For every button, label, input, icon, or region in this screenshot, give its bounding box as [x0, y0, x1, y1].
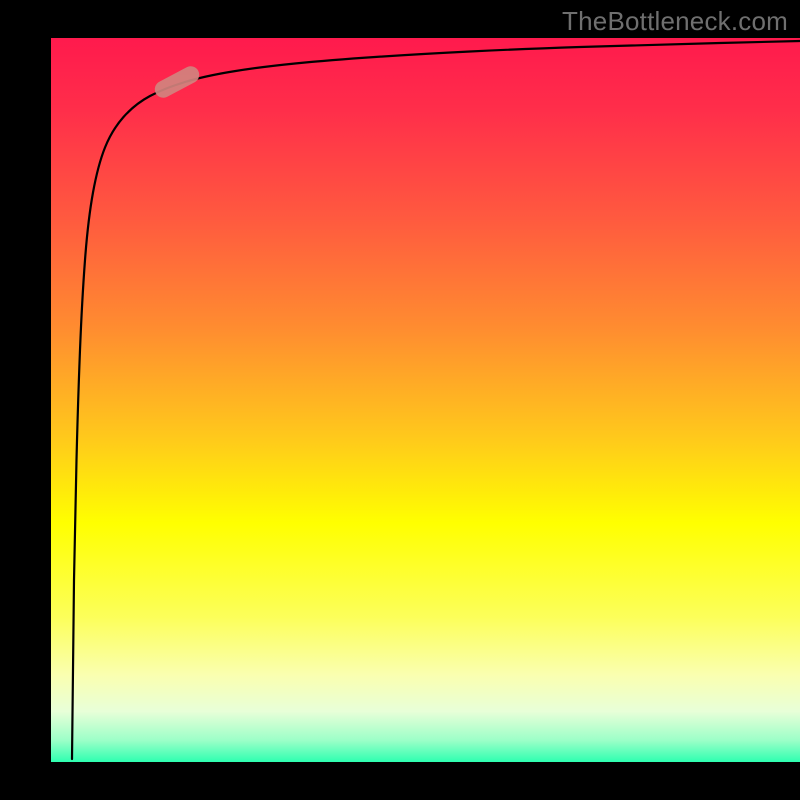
chart-canvas: TheBottleneck.com: [0, 0, 800, 800]
plot-gradient-area: [51, 38, 800, 762]
watermark-text: TheBottleneck.com: [562, 6, 788, 37]
plot-svg: [0, 0, 800, 800]
